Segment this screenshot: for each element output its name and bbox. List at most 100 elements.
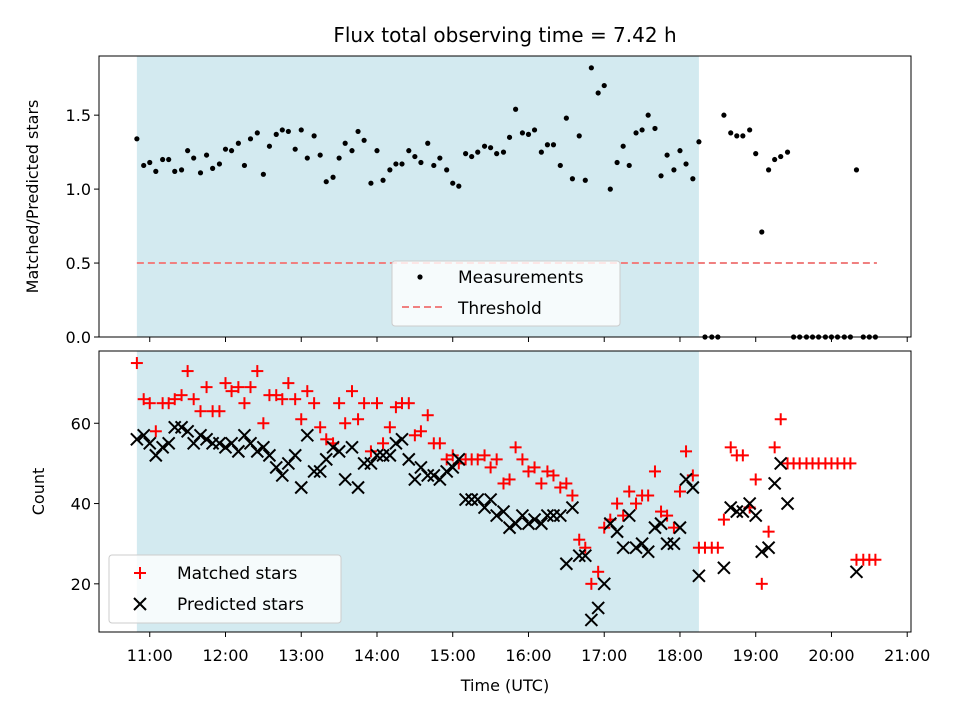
matched-star-point [232, 381, 245, 394]
predicted-star-point [300, 428, 315, 443]
x-stroke [540, 508, 555, 523]
measurement-point [588, 65, 594, 71]
x-stroke [553, 508, 568, 523]
measurement-point [437, 155, 443, 161]
x-stroke [427, 468, 441, 483]
measurement-point [525, 131, 532, 137]
x-stroke [559, 557, 574, 571]
predicted-star-point [446, 460, 460, 475]
predicted-star-point [180, 424, 195, 438]
predicted-star-point [256, 440, 271, 455]
legend-x-glyph [133, 597, 147, 611]
matched-star-point [503, 473, 516, 486]
measurement-point [538, 149, 544, 155]
predicted-star-point [351, 480, 365, 495]
matched-star-point [181, 365, 194, 378]
ratio-panel-y-ticks: 0.0 0.5 1.0 1.5 [66, 106, 99, 347]
measurement-point [463, 151, 469, 157]
predicted-star-point [667, 536, 681, 551]
predicted-star-point [496, 504, 511, 519]
predicted-star-point [383, 448, 397, 463]
matched-star-point [673, 485, 686, 498]
y-tick-label: 60 [71, 414, 91, 433]
x-stroke [364, 456, 378, 471]
predicted-star-point [622, 508, 636, 523]
predicted-star-point [540, 508, 555, 523]
x-stroke [603, 516, 617, 531]
measurement-point [216, 161, 223, 167]
measurement-point [425, 140, 431, 146]
matched-star-point [648, 465, 661, 478]
matched-star-point [402, 397, 415, 410]
y-tick-label: 1.5 [66, 106, 91, 125]
predicted-star-point [553, 508, 568, 523]
x-stroke [648, 520, 662, 535]
predicted-star-point [294, 480, 308, 495]
legend-matched-label: Matched stars [177, 564, 297, 584]
matched-star-point [175, 389, 188, 402]
x-stroke [237, 428, 252, 443]
x-stroke [464, 492, 479, 507]
matched-star-point [162, 397, 175, 410]
y-tick-label: 20 [71, 575, 91, 594]
x-stroke [155, 440, 170, 455]
matched-star-point [320, 433, 333, 446]
x-stroke [439, 464, 454, 479]
x-stroke [610, 524, 624, 539]
x-stroke [767, 476, 782, 491]
measurement-point [330, 174, 336, 180]
measurement-point [431, 162, 437, 169]
predicted-star-point [654, 516, 668, 531]
measurement-point [475, 149, 481, 155]
measurement-point [607, 186, 613, 192]
measurement-point [677, 148, 683, 154]
measurement-point [185, 148, 191, 154]
matched-star-point [187, 393, 200, 406]
x-stroke [749, 508, 763, 523]
predicted-star-point [502, 520, 517, 535]
matched-star-point [433, 437, 446, 450]
measurement-point [481, 143, 488, 149]
measurement-point [279, 127, 285, 133]
x-stroke [130, 432, 144, 447]
measurement-point [506, 134, 513, 140]
measurement-point [349, 148, 355, 154]
measurement-point [172, 168, 178, 174]
predicted-star-point [402, 452, 416, 467]
x-stroke [193, 428, 208, 443]
predicted-star-point [572, 549, 586, 563]
predicted-star-point [635, 536, 649, 551]
measurement-point [298, 127, 304, 133]
y-tick-label: 40 [71, 495, 91, 514]
matched-star-point [251, 365, 264, 378]
x-stroke [616, 540, 630, 555]
measurement-point [488, 145, 494, 151]
matched-star-point [623, 485, 636, 498]
x-tick-label: 20:00 [808, 646, 854, 665]
matched-star-point [364, 445, 377, 458]
measurement-point [652, 125, 658, 132]
x-tick-label: 21:00 [884, 646, 930, 665]
predicted-star-point [345, 440, 359, 455]
predicted-star-point [521, 516, 536, 531]
x-tick-label: 11:00 [127, 646, 173, 665]
matched-star-point [598, 521, 611, 534]
x-stroke [332, 444, 346, 459]
ratio-legend: Measurements Threshold [391, 260, 621, 327]
x-stroke [161, 436, 176, 451]
predicted-star-point [686, 480, 700, 495]
x-stroke [402, 452, 416, 467]
matched-star-point [844, 457, 857, 470]
x-stroke [250, 444, 265, 459]
predicted-star-point [250, 444, 265, 459]
measurement-point [759, 229, 765, 235]
measurement-point [412, 153, 418, 160]
x-stroke [622, 508, 636, 523]
x-stroke [383, 448, 397, 463]
measurement-point [614, 159, 620, 166]
predicted-star-point [774, 456, 788, 471]
predicted-star-point [319, 452, 333, 467]
x-stroke [231, 444, 246, 459]
measurement-point [690, 176, 696, 182]
